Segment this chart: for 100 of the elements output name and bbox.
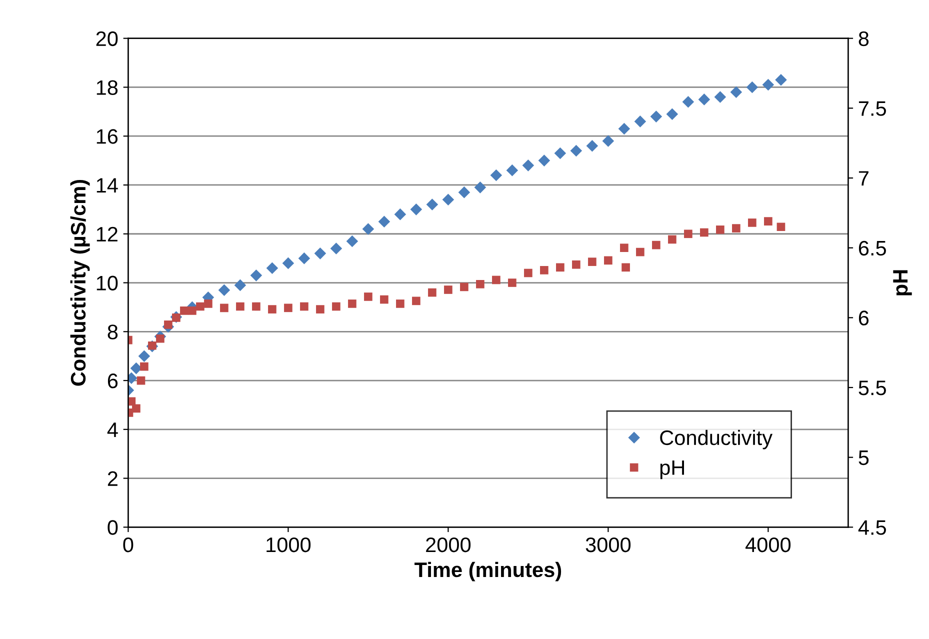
point bbox=[650, 110, 662, 122]
point bbox=[668, 235, 676, 244]
x-axis-title: Time (minutes) bbox=[414, 562, 562, 582]
point bbox=[556, 263, 564, 272]
point bbox=[314, 248, 326, 260]
point bbox=[458, 186, 470, 198]
point bbox=[282, 257, 294, 270]
y-tick-label: 2 bbox=[108, 471, 118, 486]
y-tick-label: 12 bbox=[96, 226, 118, 242]
x-tick-label: 3000 bbox=[586, 537, 631, 552]
x-tick-label: 4000 bbox=[745, 537, 791, 552]
point bbox=[586, 140, 598, 152]
point bbox=[748, 218, 756, 227]
point bbox=[730, 86, 742, 98]
point bbox=[776, 222, 786, 232]
point bbox=[396, 300, 404, 308]
point bbox=[164, 320, 172, 329]
point bbox=[380, 295, 388, 304]
point bbox=[378, 216, 390, 228]
point bbox=[524, 268, 532, 278]
point bbox=[622, 263, 630, 272]
y2-tick-label: 5.5 bbox=[858, 380, 886, 396]
point bbox=[476, 280, 484, 288]
point bbox=[234, 279, 246, 292]
y-tick-label: 8 bbox=[108, 324, 118, 340]
y2-tick-label: 6.5 bbox=[858, 240, 886, 256]
point bbox=[666, 108, 678, 120]
y2-axis-title: pH bbox=[893, 270, 912, 296]
point bbox=[346, 235, 358, 248]
point bbox=[218, 284, 230, 296]
y2-tick-label: 8 bbox=[858, 31, 869, 46]
point bbox=[250, 270, 262, 282]
point bbox=[746, 81, 758, 94]
y2-tick-label: 7.5 bbox=[858, 101, 886, 116]
y-tick-label: 10 bbox=[96, 276, 118, 291]
point bbox=[412, 296, 420, 306]
point bbox=[394, 208, 406, 220]
point bbox=[540, 266, 548, 274]
point bbox=[652, 240, 660, 250]
point bbox=[410, 204, 422, 216]
point bbox=[266, 262, 278, 274]
point bbox=[284, 304, 292, 312]
point bbox=[138, 350, 150, 362]
y2-tick-label: 4.5 bbox=[858, 520, 886, 535]
point bbox=[492, 276, 500, 284]
point bbox=[538, 154, 550, 166]
x-tick-label: 0 bbox=[123, 537, 134, 552]
point bbox=[698, 94, 710, 106]
point bbox=[188, 306, 196, 315]
point bbox=[442, 194, 454, 206]
y-tick-label: 18 bbox=[96, 80, 118, 95]
y-tick-label: 6 bbox=[108, 374, 118, 388]
point bbox=[330, 242, 342, 254]
point bbox=[506, 164, 518, 176]
point bbox=[682, 96, 694, 108]
point bbox=[764, 217, 772, 226]
point bbox=[220, 304, 228, 312]
point bbox=[156, 334, 164, 343]
point bbox=[602, 135, 614, 147]
y-tick-label: 4 bbox=[107, 422, 118, 437]
point bbox=[634, 116, 646, 128]
point bbox=[196, 302, 204, 311]
x-tick-label: 2000 bbox=[426, 537, 471, 552]
point bbox=[684, 230, 692, 238]
y2-tick-label: 6 bbox=[858, 310, 869, 326]
y2-tick-label: 7 bbox=[858, 171, 868, 186]
point bbox=[268, 305, 276, 314]
y-tick-label: 14 bbox=[96, 178, 118, 193]
point bbox=[428, 288, 436, 297]
point bbox=[700, 228, 708, 237]
point bbox=[618, 122, 630, 135]
point bbox=[140, 362, 148, 371]
point bbox=[204, 300, 212, 308]
point bbox=[236, 302, 244, 311]
point bbox=[460, 282, 468, 292]
point bbox=[570, 144, 582, 157]
y-tick-label: 16 bbox=[96, 129, 118, 144]
point bbox=[252, 302, 260, 311]
point bbox=[474, 182, 486, 194]
point bbox=[554, 147, 566, 160]
legend-label: Conductivity bbox=[660, 430, 773, 450]
point bbox=[298, 252, 310, 264]
point bbox=[620, 244, 628, 252]
point bbox=[180, 306, 188, 315]
point bbox=[572, 260, 580, 269]
point bbox=[716, 226, 724, 234]
point bbox=[348, 300, 356, 308]
legend-label: pH bbox=[660, 460, 684, 480]
point bbox=[316, 305, 324, 314]
point bbox=[714, 91, 726, 103]
point bbox=[132, 404, 140, 413]
x-tick-label: 1000 bbox=[266, 537, 311, 552]
point bbox=[636, 248, 644, 256]
point bbox=[508, 278, 516, 287]
y-tick-label: 0 bbox=[108, 520, 118, 535]
point bbox=[362, 223, 374, 235]
point bbox=[522, 160, 534, 172]
point bbox=[364, 292, 372, 301]
point bbox=[732, 224, 740, 232]
point bbox=[444, 286, 452, 294]
